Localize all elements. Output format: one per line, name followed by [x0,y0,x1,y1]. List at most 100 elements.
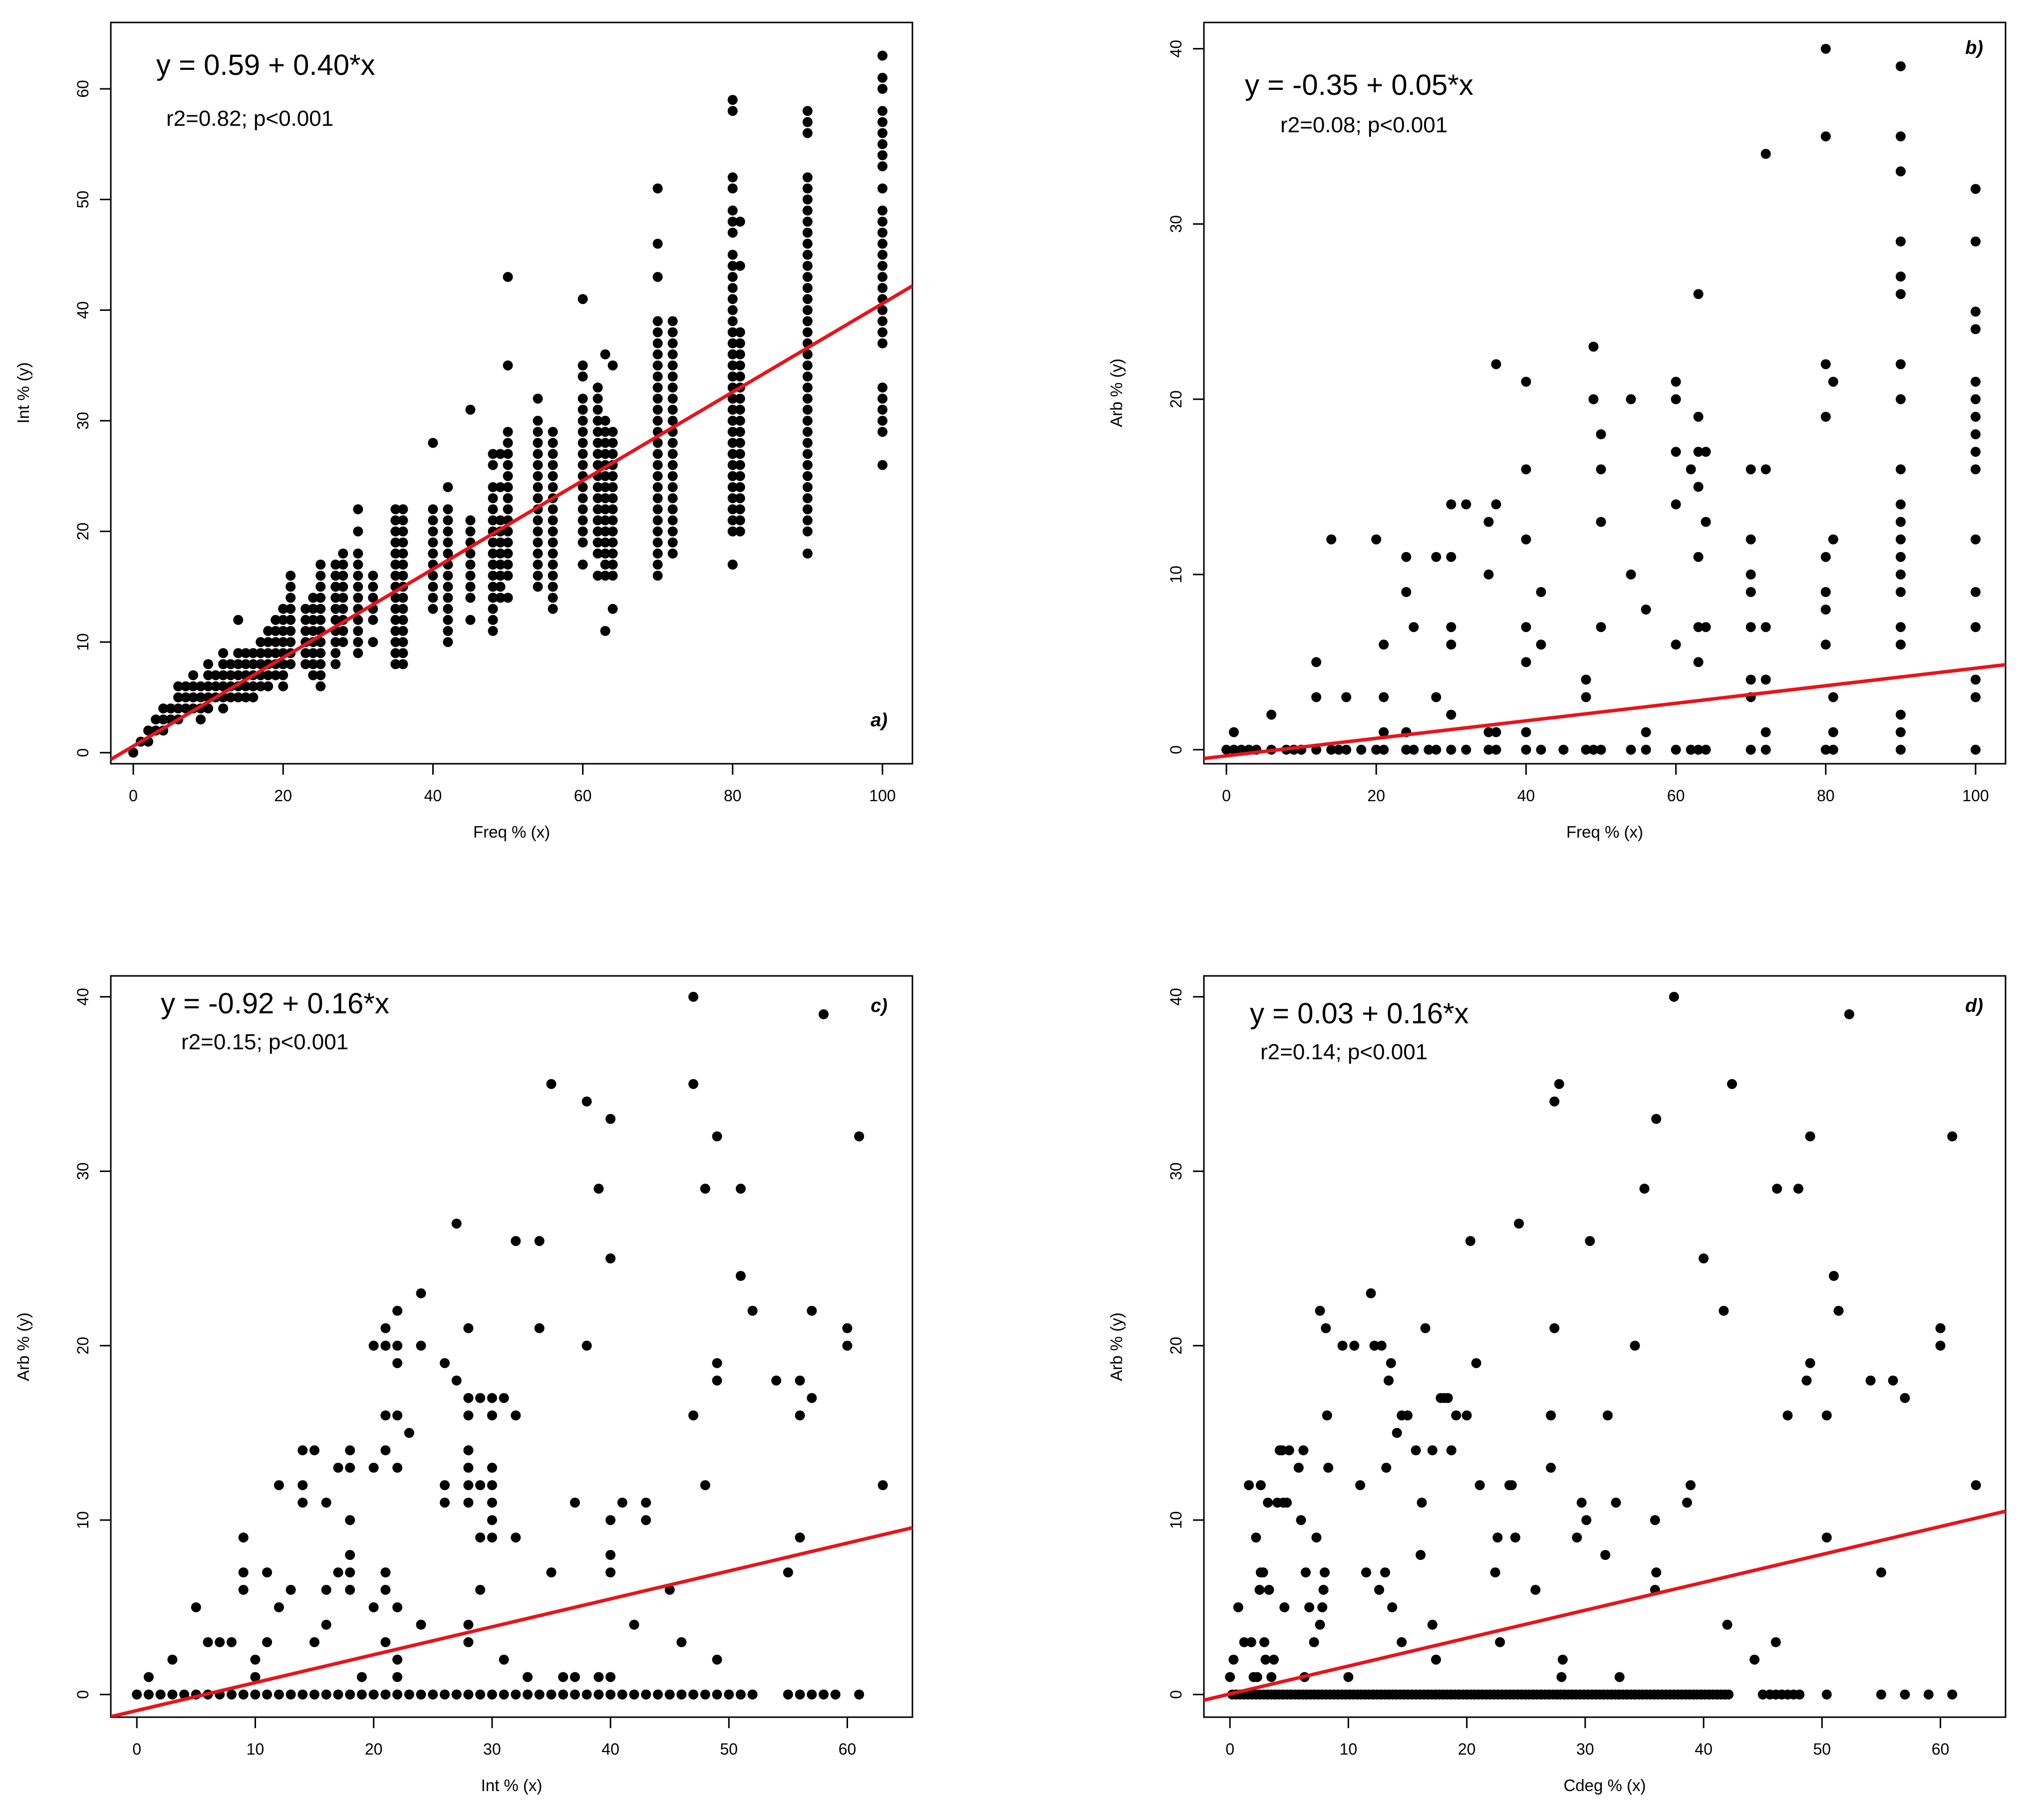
data-point [465,560,476,570]
data-point [1701,447,1711,457]
data-point [1446,552,1456,562]
data-point [353,626,363,636]
data-point [330,637,341,647]
x-tick-label: 10 [1340,1740,1358,1758]
x-tick-label: 40 [424,787,442,805]
data-point [465,582,476,592]
data-point [533,548,543,559]
data-point [1374,1584,1385,1595]
data-point [1311,692,1322,702]
data-point [877,460,887,470]
data-point [465,526,476,537]
panel-a: 0 20 40 60 80 100 0 10 20 30 40 50 60 Freq % (x) Int %… [14,21,913,841]
data-point [727,482,738,492]
data-point [735,327,745,337]
data-point [877,305,887,315]
data-point [548,438,558,448]
data-point [747,1305,758,1316]
data-point [511,1532,521,1543]
data-point [1409,622,1419,632]
data-point [548,482,558,492]
data-point [570,1689,580,1700]
data-point [802,194,813,205]
data-point [398,593,408,603]
data-point [523,1689,533,1700]
data-point [605,1567,616,1577]
data-point [830,1689,841,1700]
regression-line [1204,1509,2006,1702]
data-point [570,1498,580,1508]
data-point [1971,622,1981,632]
data-point [1641,605,1651,615]
data-point [330,659,341,669]
data-point [652,460,663,470]
data-point [546,1079,557,1089]
data-point [1772,1184,1782,1194]
data-point [652,360,663,371]
data-point [783,1689,793,1700]
data-point [1935,1340,1946,1351]
data-point [1876,1567,1886,1577]
data-point [1521,744,1531,755]
data-point [592,537,603,548]
data-point [263,670,274,680]
data-point [652,560,663,570]
data-point [1971,429,1981,439]
data-point [218,703,229,714]
data-point [353,614,363,625]
data-point [503,504,513,515]
data-point [428,515,438,526]
data-point [877,283,887,293]
data-point [1461,744,1471,755]
data-point [607,471,618,481]
data-point [1384,1375,1394,1386]
data-point [1549,1096,1560,1107]
data-point [578,482,588,492]
data-point [676,1689,687,1700]
data-point [1722,1619,1733,1630]
x-tick-label: 20 [274,787,292,805]
data-point [356,1672,367,1682]
data-point [1258,1567,1268,1577]
data-point [495,560,506,570]
data-point [735,360,745,371]
data-point [443,571,453,581]
data-point [488,515,498,526]
data-point [278,626,289,636]
x-tick-label: 80 [1817,787,1835,805]
data-point [1233,1602,1243,1612]
data-point [1971,411,1981,422]
data-point [1760,622,1771,632]
data-point [592,571,603,581]
data-point [727,515,738,526]
data-point [278,614,289,625]
panel-tag: b) [1965,37,1983,58]
data-point [1971,674,1981,685]
data-point [877,217,887,227]
data-point [1244,1480,1254,1491]
data-point [641,1515,651,1525]
data-point [300,626,311,636]
data-point [783,1567,793,1577]
data-point [652,571,663,581]
data-point [1221,744,1231,755]
data-point [286,659,296,669]
data-point [1895,587,1906,597]
data-point [534,1323,545,1333]
data-point [533,449,543,459]
data-point [652,316,663,326]
data-point [286,626,296,636]
data-point [256,648,266,658]
data-point [600,449,610,459]
data-point [842,1340,853,1351]
data-point [735,449,745,459]
data-point [1474,1480,1485,1491]
x-tick-label: 10 [247,1740,265,1758]
data-point [488,560,498,570]
data-point [1971,236,1981,247]
data-point [1900,1393,1910,1403]
data-point [488,537,498,548]
data-point [1411,1445,1421,1456]
data-point [727,305,738,315]
data-point [1895,272,1906,282]
